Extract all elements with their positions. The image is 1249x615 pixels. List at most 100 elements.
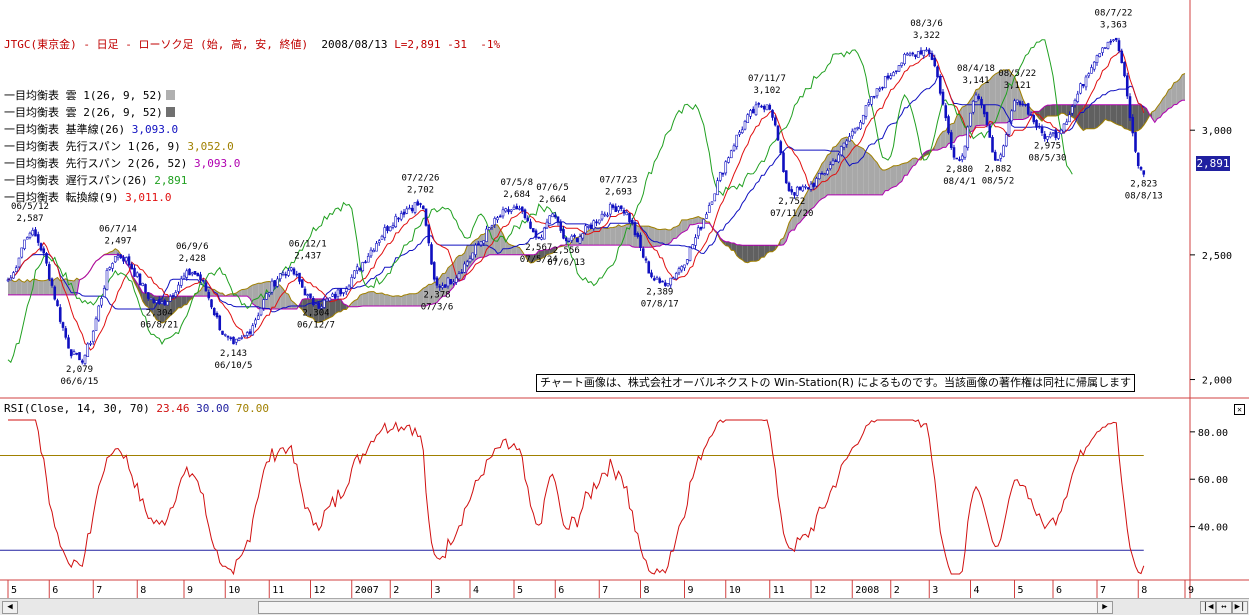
- scroll-left-button[interactable]: ◀: [2, 601, 18, 614]
- candle-body: [460, 272, 464, 274]
- annotation-line: 06/8/21: [140, 321, 178, 331]
- candle-body: [9, 277, 13, 281]
- candle-body: [859, 121, 862, 130]
- cloud-segment: [808, 185, 811, 212]
- peak-annotation: 2,378 07/3/6: [421, 290, 454, 312]
- candle-body: [614, 206, 618, 212]
- candle-body: [1037, 125, 1041, 128]
- legend-row: 一目均衡表 先行スパン 1(26, 9) 3,052.0: [4, 138, 500, 155]
- candle-body: [735, 134, 739, 147]
- cloud-segment: [112, 248, 116, 255]
- cloud-segment: [604, 228, 608, 246]
- candle-body: [669, 277, 673, 286]
- cloud-segment: [1099, 104, 1103, 126]
- candle-body: [955, 157, 959, 160]
- candle-body: [1139, 166, 1143, 170]
- candle-body: [36, 234, 40, 243]
- candle-body: [765, 104, 769, 111]
- legend-row: 一目均衡表 基準線(26) 3,093.0: [4, 121, 500, 138]
- cloud-segment: [327, 298, 330, 320]
- horizontal-scrollbar[interactable]: ◀ ▶ |◀ ↔ ▶|: [0, 598, 1249, 615]
- cloud-segment: [178, 296, 182, 308]
- candle-body: [215, 312, 219, 318]
- candle-body: [42, 248, 46, 254]
- cloud-segment: [181, 296, 184, 308]
- candle-body: [933, 57, 937, 67]
- cloud-segment: [41, 280, 44, 295]
- zoom-fit-button[interactable]: ↔: [1216, 601, 1232, 614]
- candle-body: [564, 237, 568, 242]
- cloud-segment: [860, 147, 864, 195]
- cloud-segment: [1116, 104, 1119, 126]
- candle-body: [201, 280, 205, 282]
- cloud-segment: [428, 284, 432, 305]
- annotation-line: 07/3/6: [421, 302, 454, 312]
- candle-body: [1106, 41, 1110, 49]
- legend-name: 一目均衡表 雲 2(26, 9, 52): [4, 106, 163, 119]
- annotation-line: 2,567: [525, 243, 552, 253]
- scroll-thumb[interactable]: [258, 601, 1098, 614]
- candle-body: [421, 205, 425, 210]
- candle-body: [133, 267, 136, 277]
- candle-body: [342, 292, 345, 294]
- cloud-segment: [805, 189, 809, 216]
- candle-body: [355, 266, 359, 272]
- cloud-segment: [956, 111, 960, 138]
- annotation-line: 07/7/23: [600, 176, 638, 186]
- candle-body: [397, 217, 400, 220]
- cloud-segment: [692, 217, 696, 225]
- zoom-in-button[interactable]: ▶|: [1232, 601, 1248, 614]
- cloud-segment: [547, 249, 550, 255]
- candle-body: [375, 243, 378, 252]
- cloud-segment: [756, 245, 759, 262]
- cloud-segment: [1086, 104, 1089, 129]
- candle-body: [1051, 132, 1055, 135]
- cloud-segment: [772, 245, 776, 252]
- candle-body: [762, 105, 766, 110]
- annotation-line: 08/5/22: [998, 69, 1036, 79]
- candle-body: [100, 298, 103, 306]
- annotation-line: 08/8/13: [1125, 191, 1163, 201]
- candle-body: [864, 105, 868, 117]
- cloud-segment: [978, 85, 982, 126]
- candle-body: [584, 225, 587, 234]
- candle-body: [163, 300, 167, 306]
- candle-body: [12, 272, 15, 279]
- cloud-segment: [651, 227, 655, 248]
- candle-body: [520, 206, 524, 212]
- candle-body: [534, 230, 538, 238]
- candle-body: [716, 180, 719, 196]
- candle-body: [463, 263, 466, 273]
- zoom-out-button[interactable]: |◀: [1200, 601, 1216, 614]
- candle-body: [256, 315, 260, 320]
- annotation-line: 2,304: [146, 309, 173, 319]
- candle-body: [790, 189, 794, 193]
- cloud-segment: [758, 245, 762, 261]
- candle-body: [900, 62, 904, 66]
- cloud-segment: [613, 226, 616, 246]
- cloud-segment: [10, 279, 14, 295]
- candle-body: [652, 278, 656, 281]
- candle-body: [625, 212, 629, 216]
- candle-body: [325, 298, 329, 302]
- candle-body: [454, 277, 458, 283]
- peak-annotation: 06/9/6 2,428: [176, 242, 209, 264]
- cloud-segment: [885, 168, 888, 191]
- cloud-segment: [761, 245, 765, 258]
- scroll-right-button[interactable]: ▶: [1097, 601, 1113, 614]
- annotation-line: 3,121: [1004, 81, 1031, 91]
- candle-body: [309, 293, 312, 298]
- candle-body: [34, 229, 37, 237]
- candle-body: [592, 220, 596, 230]
- time-tick-label: 2: [894, 585, 900, 596]
- annotation-line: 2,693: [605, 188, 632, 198]
- candle-body: [661, 280, 664, 283]
- candle-body: [1032, 115, 1036, 123]
- candle-body: [597, 219, 601, 224]
- annotation-line: 2,428: [179, 254, 206, 264]
- time-tick-label: 2: [393, 585, 399, 596]
- cloud-segment: [1152, 110, 1155, 123]
- rsi-close-button[interactable]: ✕: [1234, 404, 1245, 415]
- cloud-segment: [500, 229, 503, 255]
